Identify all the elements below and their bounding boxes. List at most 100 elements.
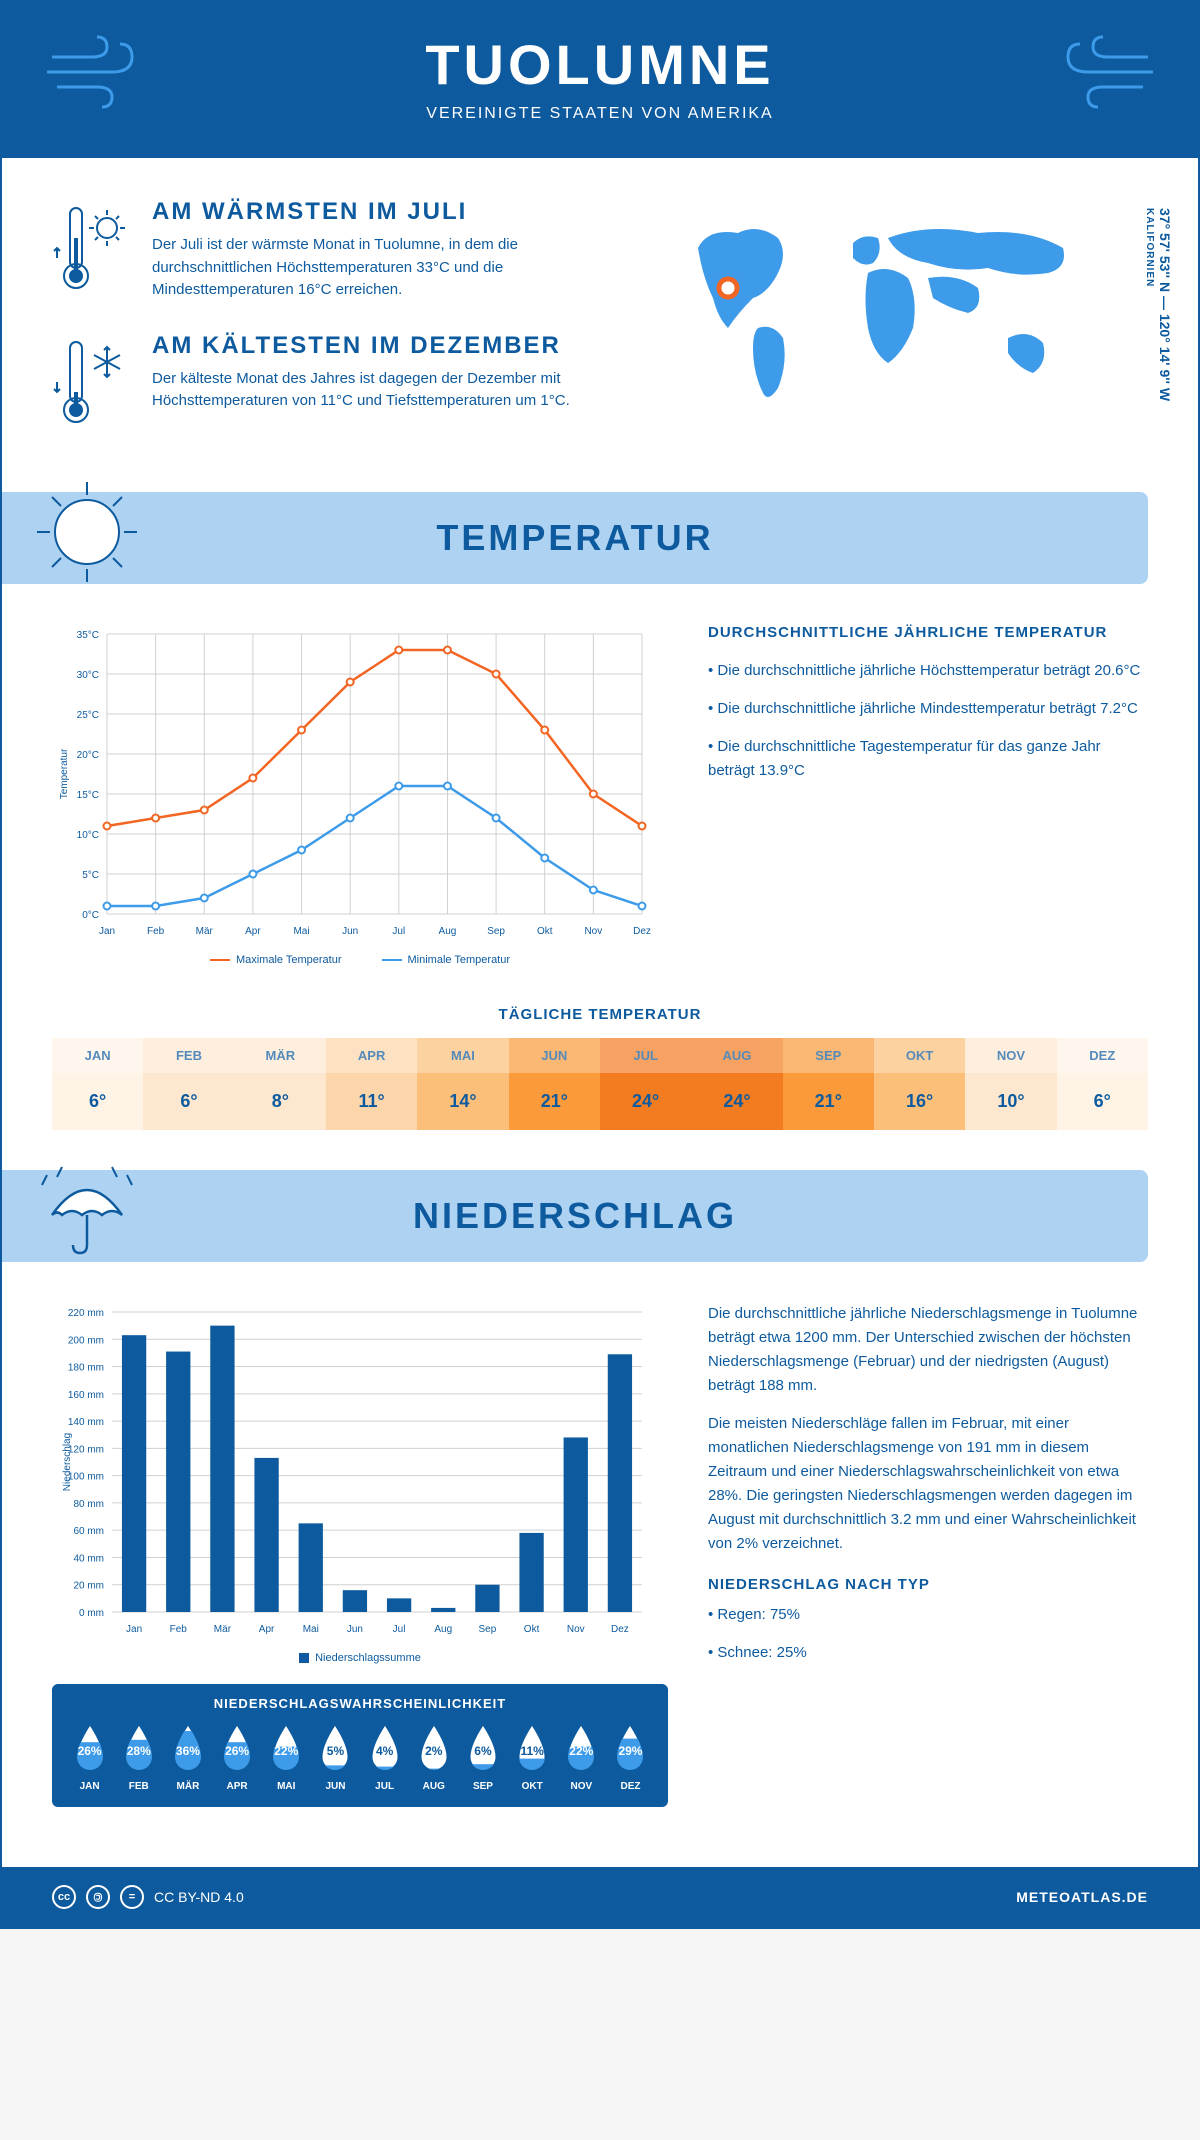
cold-title: AM KÄLTESTEN IM DEZEMBER (152, 332, 628, 360)
heat-cell: MÄR8° (235, 1038, 326, 1130)
precipitation-section-header: NIEDERSCHLAG (2, 1170, 1148, 1262)
umbrella-icon (32, 1155, 142, 1265)
svg-text:Mai: Mai (303, 1624, 319, 1635)
svg-text:Feb: Feb (147, 926, 165, 937)
temperature-summary: DURCHSCHNITTLICHE JÄHRLICHE TEMPERATUR •… (708, 624, 1148, 966)
svg-text:Jun: Jun (347, 1624, 363, 1635)
prob-drop: 36% MÄR (165, 1723, 210, 1792)
thermometer-cold-icon (52, 332, 132, 432)
svg-text:35°C: 35°C (77, 630, 99, 641)
svg-text:Aug: Aug (439, 926, 457, 937)
header: TUOLUMNE VEREINIGTE STAATEN VON AMERIKA (2, 2, 1198, 158)
wind-icon (1038, 32, 1158, 112)
temperature-title: TEMPERATUR (2, 517, 1148, 559)
prob-drop: 28% FEB (116, 1723, 161, 1792)
svg-text:20 mm: 20 mm (73, 1580, 104, 1591)
cold-text: Der kälteste Monat des Jahres ist dagege… (152, 368, 628, 413)
svg-text:Jan: Jan (99, 926, 115, 937)
svg-text:40 mm: 40 mm (73, 1553, 104, 1564)
svg-text:0°C: 0°C (82, 910, 99, 921)
svg-text:Aug: Aug (434, 1624, 452, 1635)
svg-text:200 mm: 200 mm (68, 1335, 104, 1346)
svg-text:Jan: Jan (126, 1624, 142, 1635)
svg-text:Temperatur: Temperatur (59, 748, 70, 799)
site-name: METEOATLAS.DE (1016, 1889, 1148, 1905)
svg-text:Sep: Sep (479, 1624, 497, 1635)
precipitation-bar-chart: 0 mm 20 mm 40 mm 60 mm 80 mm 100 mm 120 mm 140 … (52, 1302, 668, 1664)
svg-text:Okt: Okt (524, 1624, 540, 1635)
precipitation-probability: NIEDERSCHLAGSWAHRSCHEINLICHKEIT 26% JAN … (52, 1684, 668, 1807)
svg-text:20°C: 20°C (77, 750, 99, 761)
thermometer-hot-icon (52, 198, 132, 302)
prob-drop: 26% APR (215, 1723, 260, 1792)
heat-cell: AUG24° (691, 1038, 782, 1130)
world-map (668, 198, 1148, 418)
precipitation-text: Die durchschnittliche jährliche Niedersc… (708, 1302, 1148, 1807)
page-title: TUOLUMNE (22, 32, 1178, 97)
svg-text:Okt: Okt (537, 926, 553, 937)
daily-temp-heatmap: JAN6°FEB6°MÄR8°APR11°MAI14°JUN21°JUL24°A… (52, 1038, 1148, 1130)
svg-text:220 mm: 220 mm (68, 1308, 104, 1319)
svg-text:Mär: Mär (196, 926, 214, 937)
svg-text:Apr: Apr (245, 926, 261, 937)
svg-text:Dez: Dez (633, 926, 651, 937)
svg-text:Feb: Feb (170, 1624, 188, 1635)
prob-drop: 6% SEP (460, 1723, 505, 1792)
coordinates: 37° 57' 53'' N — 120° 14' 9'' W KALIFORN… (1141, 208, 1173, 462)
svg-text:140 mm: 140 mm (68, 1417, 104, 1428)
prob-drop: 26% JAN (67, 1723, 112, 1792)
svg-text:Sep: Sep (487, 926, 505, 937)
prob-drop: 4% JUL (362, 1723, 407, 1792)
cc-icon: cc (52, 1885, 76, 1909)
prob-drop: 11% OKT (510, 1723, 555, 1792)
cold-fact: AM KÄLTESTEN IM DEZEMBER Der kälteste Mo… (52, 332, 628, 432)
warm-fact: AM WÄRMSTEN IM JULI Der Juli ist der wär… (52, 198, 628, 302)
svg-text:180 mm: 180 mm (68, 1362, 104, 1373)
prob-drop: 22% NOV (559, 1723, 604, 1792)
svg-text:100 mm: 100 mm (68, 1471, 104, 1482)
svg-text:Jul: Jul (392, 926, 405, 937)
page-subtitle: VEREINIGTE STAATEN VON AMERIKA (22, 105, 1178, 123)
svg-text:15°C: 15°C (77, 790, 99, 801)
svg-text:25°C: 25°C (77, 710, 99, 721)
heat-cell: FEB6° (143, 1038, 234, 1130)
svg-text:80 mm: 80 mm (73, 1498, 104, 1509)
svg-text:10°C: 10°C (77, 830, 99, 841)
nd-icon: = (120, 1885, 144, 1909)
wind-icon (42, 32, 162, 112)
svg-text:120 mm: 120 mm (68, 1444, 104, 1455)
svg-text:Jul: Jul (393, 1624, 406, 1635)
svg-text:Apr: Apr (259, 1624, 275, 1635)
footer: cc 🄯 = CC BY-ND 4.0 METEOATLAS.DE (2, 1867, 1198, 1927)
svg-text:0 mm: 0 mm (79, 1608, 104, 1619)
heat-cell: MAI14° (417, 1038, 508, 1130)
svg-text:Nov: Nov (584, 926, 602, 937)
warm-text: Der Juli ist der wärmste Monat in Tuolum… (152, 234, 628, 302)
svg-text:60 mm: 60 mm (73, 1526, 104, 1537)
warm-title: AM WÄRMSTEN IM JULI (152, 198, 628, 226)
svg-text:160 mm: 160 mm (68, 1389, 104, 1400)
daily-temp-title: TÄGLICHE TEMPERATUR (2, 1006, 1198, 1023)
heat-cell: SEP21° (783, 1038, 874, 1130)
heat-cell: JAN6° (52, 1038, 143, 1130)
prob-drop: 22% MAI (264, 1723, 309, 1792)
temperature-section-header: TEMPERATUR (2, 492, 1148, 584)
prob-drop: 2% AUG (411, 1723, 456, 1792)
prob-drop: 29% DEZ (608, 1723, 653, 1792)
license-text: CC BY-ND 4.0 (154, 1889, 244, 1905)
svg-text:Jun: Jun (342, 926, 358, 937)
sun-icon (32, 477, 142, 587)
heat-cell: NOV10° (965, 1038, 1056, 1130)
svg-text:5°C: 5°C (82, 870, 99, 881)
heat-cell: JUN21° (509, 1038, 600, 1130)
heat-cell: DEZ6° (1057, 1038, 1148, 1130)
svg-text:Nov: Nov (567, 1624, 585, 1635)
svg-text:Mai: Mai (293, 926, 309, 937)
heat-cell: APR11° (326, 1038, 417, 1130)
svg-text:30°C: 30°C (77, 670, 99, 681)
by-icon: 🄯 (86, 1885, 110, 1909)
intro-section: AM WÄRMSTEN IM JULI Der Juli ist der wär… (2, 158, 1198, 492)
svg-text:Dez: Dez (611, 1624, 629, 1635)
temperature-line-chart: 0°C 5°C 10°C 15°C 20°C 25°C 30°C 35°C Jan Feb Mär A… (52, 624, 668, 966)
precipitation-title: NIEDERSCHLAG (2, 1195, 1148, 1237)
